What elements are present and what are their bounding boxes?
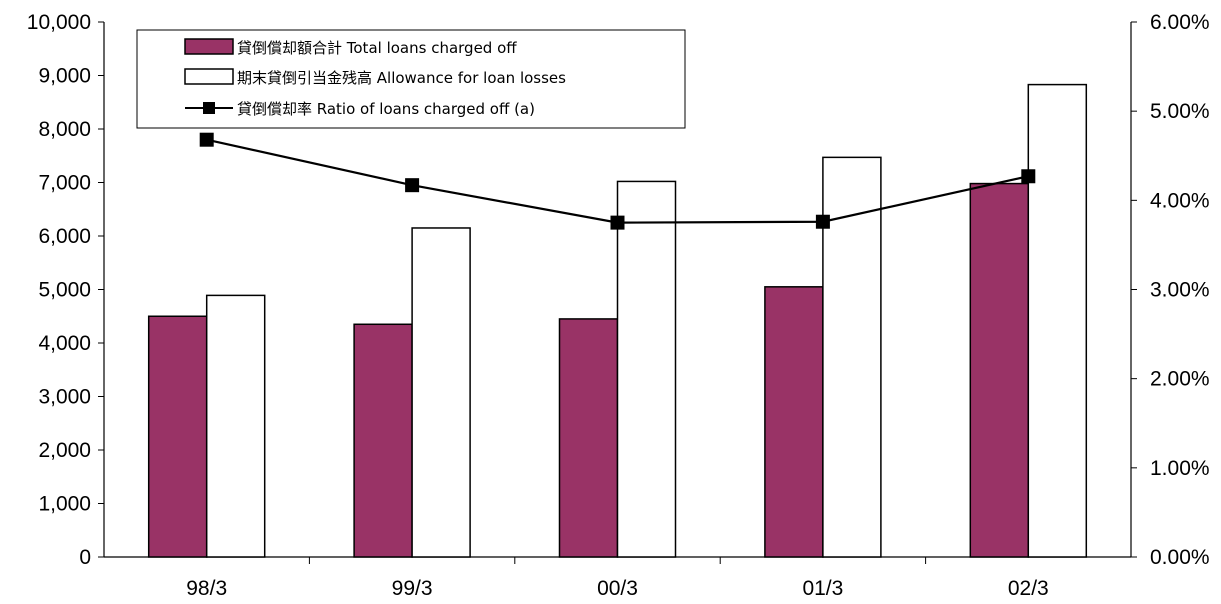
ratio-marker xyxy=(1021,169,1036,184)
x-axis-category-label: 01/3 xyxy=(802,577,843,600)
left-axis-tick-label: 7,000 xyxy=(38,172,91,195)
x-axis-category-label: 02/3 xyxy=(1008,577,1049,600)
right-axis-tick-label: 1.00% xyxy=(1150,457,1210,480)
left-axis-tick-label: 4,000 xyxy=(38,332,91,355)
ratio-marker xyxy=(405,178,420,193)
left-axis-tick-label: 9,000 xyxy=(38,65,91,88)
bar-allowance-loan-losses xyxy=(616,180,677,558)
legend-label: 貸倒償却率 Ratio of loans charged off (a) xyxy=(237,100,535,118)
left-axis-tick-label: 0 xyxy=(79,546,91,569)
x-axis-category-label: 00/3 xyxy=(597,577,638,600)
ratio-marker xyxy=(815,214,830,229)
right-axis-tick-label: 3.00% xyxy=(1150,279,1210,302)
left-axis-tick-label: 3,000 xyxy=(38,386,91,409)
bar-loans-charged-off xyxy=(969,182,1030,558)
right-axis-tick-label: 0.00% xyxy=(1150,546,1210,569)
legend-label: 貸倒償却額合計 Total loans charged off xyxy=(237,39,517,57)
right-axis-tick-label: 2.00% xyxy=(1150,368,1210,391)
legend-swatch-allowance xyxy=(184,68,234,85)
left-axis-tick-label: 8,000 xyxy=(38,118,91,141)
left-axis-tick-label: 5,000 xyxy=(38,279,91,302)
left-axis-tick-label: 10,000 xyxy=(27,11,91,34)
right-axis-tick-label: 5.00% xyxy=(1150,100,1210,123)
legend-swatch-ratio-marker xyxy=(203,102,215,114)
bar-allowance-loan-losses xyxy=(411,227,471,558)
bar-loans-charged-off xyxy=(558,318,619,558)
x-axis-category-label: 98/3 xyxy=(186,577,227,600)
bar-allowance-loan-losses xyxy=(1027,83,1088,558)
bar-allowance-loan-losses xyxy=(205,294,266,558)
left-axis-tick-label: 2,000 xyxy=(38,439,91,462)
bar-loans-charged-off xyxy=(147,315,208,558)
ratio-marker xyxy=(610,215,625,230)
x-axis-category-label: 99/3 xyxy=(392,577,433,600)
legend-swatch-loans-charged-off xyxy=(184,38,234,55)
bar-loans-charged-off xyxy=(764,286,824,558)
bar-loans-charged-off xyxy=(353,323,413,558)
legend-label: 期末貸倒引当金残高 Allowance for loan losses xyxy=(237,69,566,87)
right-axis-tick-label: 4.00% xyxy=(1150,189,1210,212)
left-axis-tick-label: 1,000 xyxy=(38,493,91,516)
ratio-marker xyxy=(199,132,214,147)
bar-allowance-loan-losses xyxy=(822,156,882,558)
right-axis-tick-label: 6.00% xyxy=(1150,11,1210,34)
left-axis-tick-label: 6,000 xyxy=(38,225,91,248)
